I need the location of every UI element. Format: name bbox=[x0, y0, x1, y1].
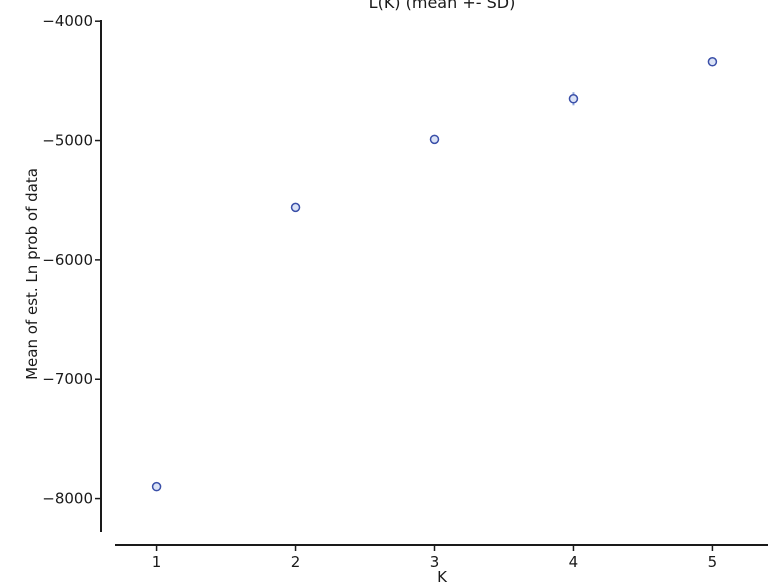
y-tick-label: −4000 bbox=[42, 12, 93, 30]
x-tick-label: 4 bbox=[569, 553, 579, 571]
data-point bbox=[568, 94, 579, 104]
y-axis-label: Mean of est. Ln prob of data bbox=[23, 168, 41, 380]
data-point bbox=[707, 57, 718, 67]
y-tick-label: −8000 bbox=[42, 490, 93, 508]
y-tick-label: −5000 bbox=[42, 132, 93, 150]
x-tick-label: 1 bbox=[152, 553, 162, 571]
data-point bbox=[151, 481, 162, 492]
y-tick-label: −7000 bbox=[42, 370, 93, 388]
y-tick-label: −6000 bbox=[42, 251, 93, 269]
data-point bbox=[290, 202, 301, 213]
x-tick-label: 3 bbox=[430, 553, 440, 571]
data-points bbox=[151, 57, 718, 492]
x-tick-label: 5 bbox=[708, 553, 718, 571]
x-axis-label: K bbox=[437, 568, 448, 586]
x-tick-label: 2 bbox=[291, 553, 301, 571]
y-axis-ticks: −8000 −7000 −6000 −5000 −4000 bbox=[42, 12, 101, 508]
chart-title: L(K) (mean +- SD) bbox=[369, 0, 516, 12]
x-axis-ticks: 1 2 3 4 5 bbox=[152, 545, 717, 571]
data-point bbox=[429, 134, 440, 145]
